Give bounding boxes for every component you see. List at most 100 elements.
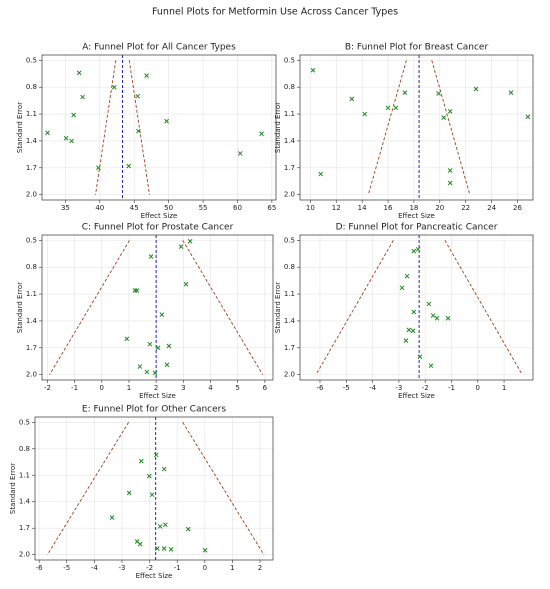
y-tick-label: 1.4 — [26, 137, 38, 145]
data-point — [135, 128, 141, 134]
data-point — [428, 363, 434, 369]
x-tick-label: 1 — [127, 384, 131, 392]
plot-area — [300, 55, 533, 200]
data-point — [159, 312, 165, 318]
data-point — [109, 515, 115, 520]
x-tick-label: 20 — [435, 204, 444, 212]
data-point — [185, 526, 191, 532]
funnel-line — [367, 60, 407, 195]
y-tick-label: 2.0 — [26, 191, 37, 199]
data-point — [164, 118, 169, 124]
figure-title: Funnel Plots for Metformin Use Across Ca… — [152, 7, 398, 18]
x-tick-label: -5 — [343, 384, 350, 392]
x-tick-label: 14 — [358, 204, 367, 212]
plot-area — [300, 235, 533, 380]
data-point — [411, 309, 417, 315]
x-tick-label: 35 — [61, 204, 70, 212]
y-tick-label: 2.0 — [19, 551, 30, 559]
y-tick-label: 1.1 — [19, 471, 30, 479]
y-tick-label: 1.1 — [26, 110, 37, 118]
y-tick-label: 0.5 — [284, 56, 295, 64]
x-tick-label: 2 — [258, 564, 262, 572]
y-tick-label: 0.8 — [284, 83, 295, 91]
x-tick-label: 0 — [476, 384, 480, 392]
funnel-line — [182, 240, 264, 375]
y-axis-label: Standard Error — [16, 102, 24, 153]
data-point — [166, 343, 172, 349]
funnel-line — [431, 60, 471, 195]
data-point — [445, 315, 451, 321]
x-axis-label: Effect Size — [136, 572, 173, 580]
y-tick-label: 1.4 — [26, 317, 38, 325]
data-point — [403, 338, 409, 343]
y-axis-label: Standard Error — [274, 282, 282, 333]
data-point — [415, 246, 421, 252]
y-tick-label: 1.4 — [284, 317, 296, 325]
data-point — [96, 165, 101, 171]
x-tick-label: 26 — [513, 204, 522, 212]
x-tick-label: -6 — [316, 384, 324, 392]
x-tick-label: -5 — [63, 564, 70, 572]
x-tick-label: -3 — [395, 384, 402, 392]
data-point — [161, 546, 167, 551]
data-point — [183, 281, 189, 287]
data-point — [111, 84, 117, 90]
data-point — [349, 96, 355, 102]
x-tick-label: -4 — [369, 384, 377, 392]
x-tick-label: -1 — [448, 384, 455, 392]
y-tick-label: 0.8 — [26, 263, 37, 271]
data-point — [76, 70, 82, 76]
data-point — [164, 362, 170, 368]
data-point — [132, 288, 138, 293]
panel-title: B: Funnel Plot for Breast Cancer — [345, 43, 489, 53]
data-point — [45, 130, 50, 136]
data-point — [149, 492, 155, 498]
axes-frame — [34, 416, 274, 561]
x-axis-label: Effect Size — [139, 392, 176, 400]
funnel-line — [444, 240, 523, 375]
y-axis-label: Standard Error — [274, 102, 282, 153]
y-axis-label: Standard Error — [16, 282, 24, 333]
x-tick-label: -4 — [91, 564, 99, 572]
data-point — [525, 114, 531, 120]
data-point — [441, 115, 447, 121]
data-point — [138, 458, 144, 464]
data-point — [406, 327, 412, 333]
data-point — [137, 541, 143, 547]
data-point — [417, 354, 423, 360]
data-point — [148, 254, 154, 259]
x-tick-label: 50 — [164, 204, 173, 212]
x-tick-label: 1 — [502, 384, 506, 392]
data-point — [473, 86, 479, 92]
data-point — [146, 473, 152, 479]
data-point — [237, 151, 243, 156]
panel-title: D: Funnel Plot for Pancreatic Cancer — [336, 223, 498, 233]
y-tick-label: 0.5 — [19, 418, 30, 426]
x-tick-label: -6 — [36, 564, 44, 572]
x-tick-label: -3 — [118, 564, 125, 572]
x-tick-label: 55 — [199, 204, 208, 212]
data-point — [426, 301, 432, 307]
y-tick-label: 1.7 — [26, 344, 37, 352]
x-tick-label: 40 — [95, 204, 104, 212]
x-tick-label: 0 — [100, 384, 104, 392]
x-tick-label: 60 — [233, 204, 242, 212]
data-point — [63, 135, 69, 141]
data-point — [411, 248, 417, 254]
x-tick-label: 5 — [235, 384, 239, 392]
y-tick-label: 0.8 — [19, 445, 30, 453]
data-point — [144, 369, 150, 375]
data-point — [404, 273, 410, 279]
axes-frame — [41, 54, 277, 201]
y-tick-label: 1.7 — [19, 524, 30, 532]
x-axis-label: Effect Size — [141, 212, 178, 220]
data-point — [178, 244, 184, 249]
data-point — [154, 546, 160, 551]
data-point — [147, 341, 153, 347]
x-axis-label: Effect Size — [398, 392, 435, 400]
panel-title: C: Funnel Plot for Prostate Cancer — [82, 223, 234, 233]
data-point — [434, 315, 440, 321]
data-point — [134, 288, 140, 293]
data-point — [402, 90, 408, 95]
data-point — [362, 111, 368, 117]
